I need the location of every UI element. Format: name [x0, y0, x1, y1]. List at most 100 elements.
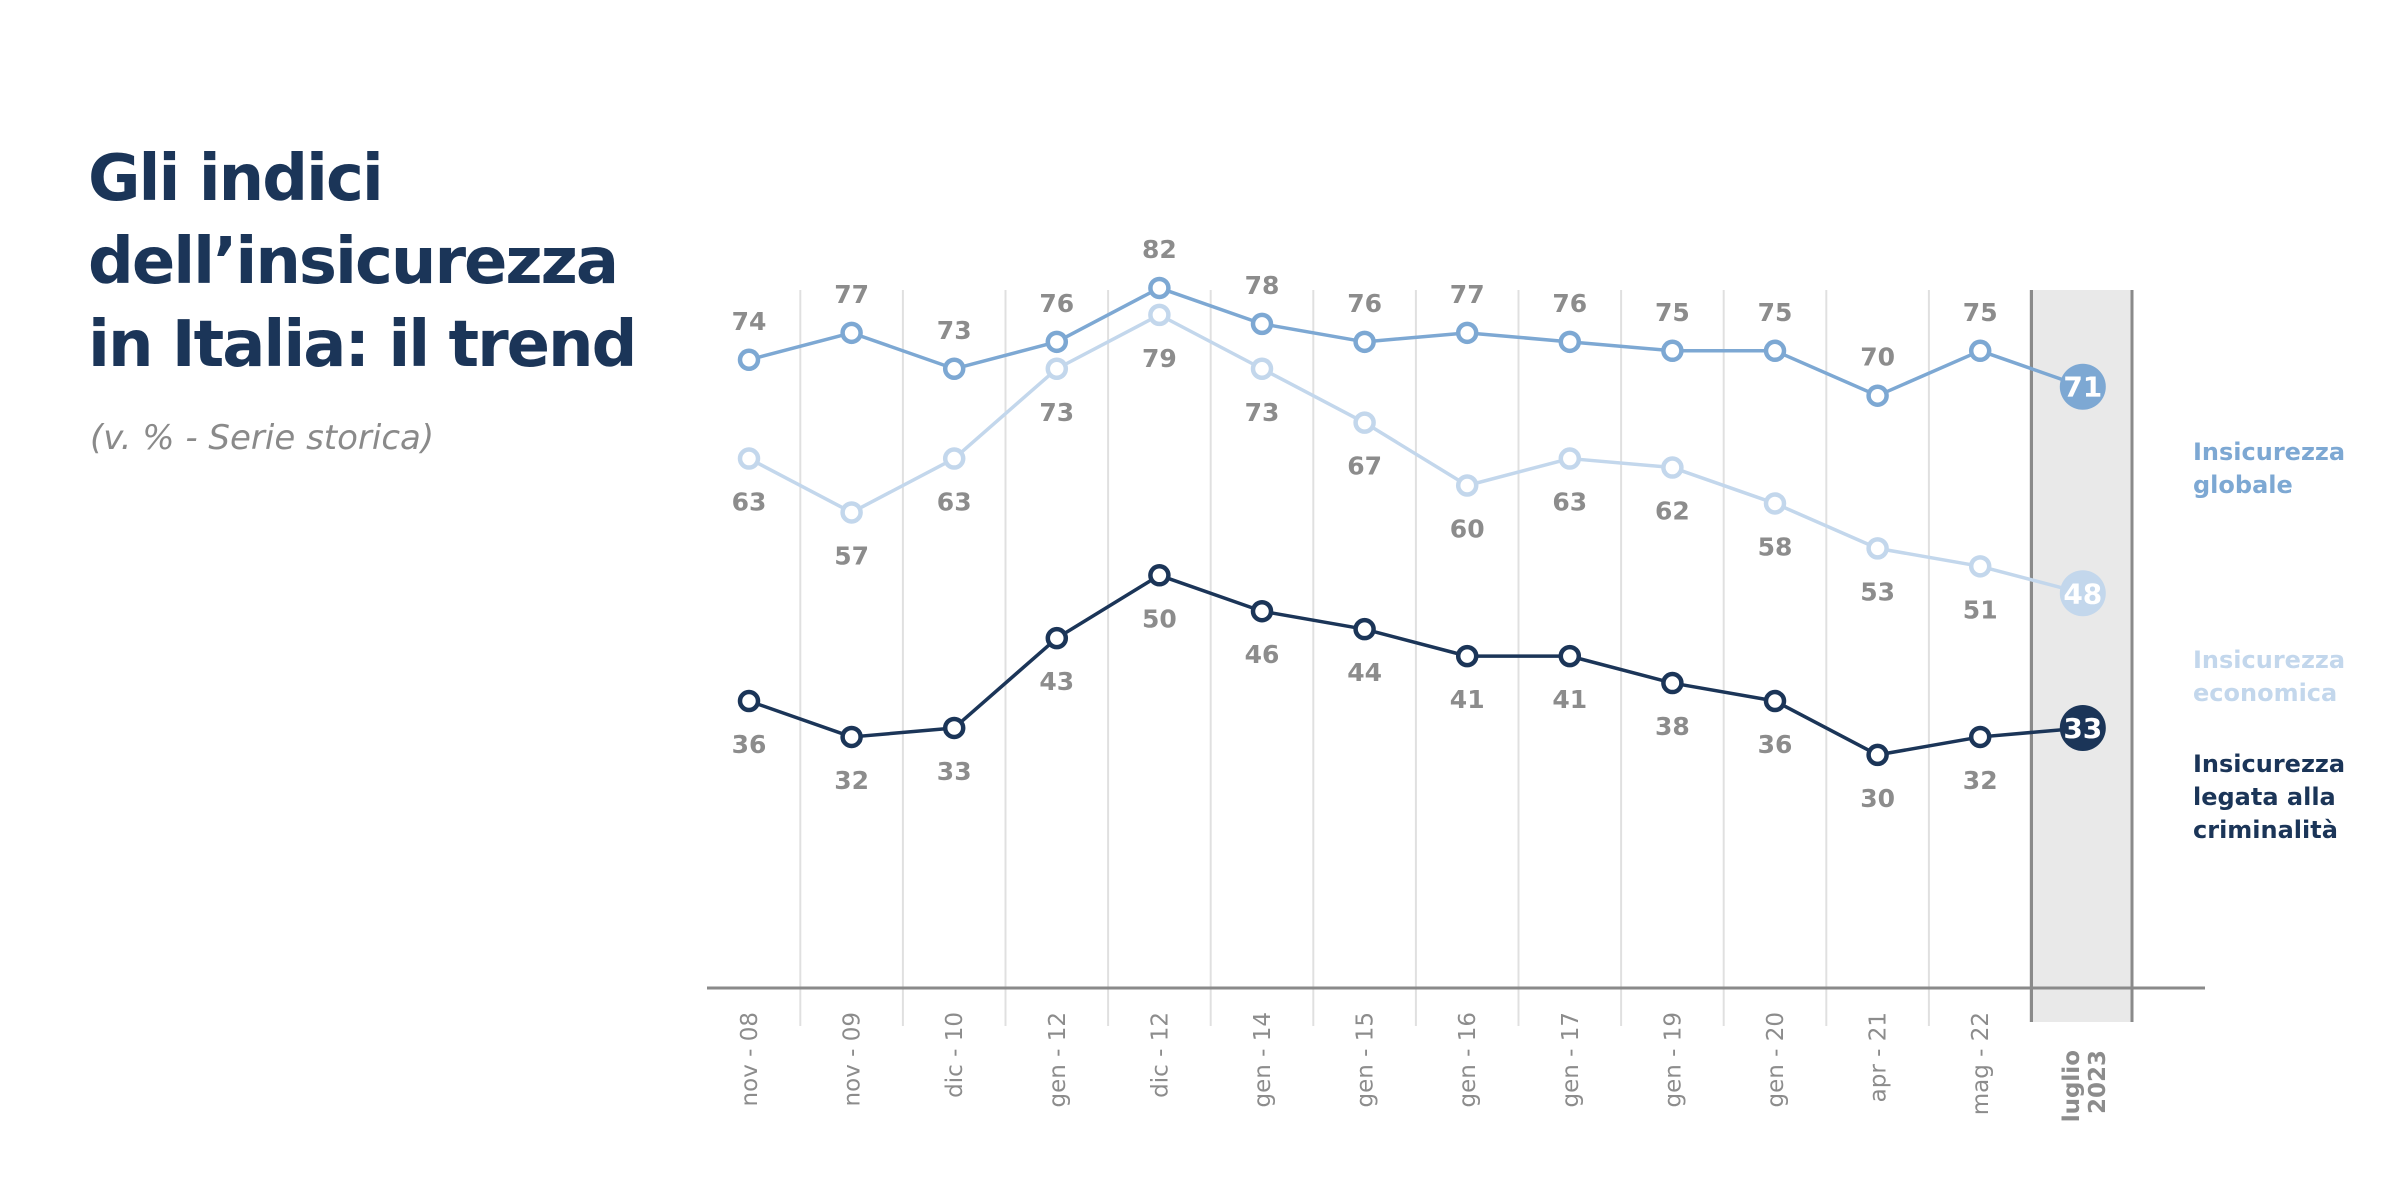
- data-label: 51: [1963, 595, 1998, 624]
- data-point: [1558, 644, 1582, 668]
- data-label: 38: [1655, 712, 1690, 741]
- data-point: [1250, 599, 1274, 623]
- legend-label: Insicurezza economica: [2193, 646, 2345, 707]
- data-point: [1353, 617, 1376, 641]
- data-label: 63: [1552, 488, 1587, 517]
- x-tick-label: nov - 08: [737, 1012, 763, 1106]
- data-label: 82: [1142, 235, 1177, 264]
- data-label: 36: [1758, 730, 1793, 759]
- x-tick-label: dic - 12: [1147, 1012, 1173, 1098]
- data-label: 60: [1450, 515, 1485, 544]
- data-label: 73: [1245, 398, 1280, 427]
- data-point: [1763, 492, 1787, 515]
- data-point: [1148, 303, 1171, 327]
- title-line: dell’insicurezza: [88, 225, 619, 299]
- data-point: [1558, 330, 1582, 354]
- data-point: [737, 689, 761, 713]
- data-point: [1148, 276, 1171, 300]
- end-value-label: 71: [2063, 371, 2102, 404]
- data-label: 63: [937, 488, 972, 517]
- data-point: [1661, 339, 1684, 363]
- x-tick-label: luglio2023: [2059, 1050, 2111, 1122]
- data-label: 53: [1860, 577, 1895, 606]
- end-value-label: 48: [2063, 577, 2102, 610]
- x-tick-label-highlight: luglio2023: [2059, 1050, 2111, 1122]
- legend-label-line: Insicurezza: [2193, 438, 2345, 466]
- data-label: 73: [1039, 398, 1074, 427]
- x-tick-label: gen - 19: [1660, 1012, 1686, 1108]
- x-tick-label: gen - 12: [1045, 1012, 1071, 1108]
- data-label: 76: [1347, 289, 1382, 318]
- legend-label-line: globale: [2193, 471, 2293, 499]
- data-label: 75: [1655, 298, 1690, 327]
- data-point: [1353, 411, 1376, 434]
- data-label: 44: [1347, 658, 1382, 687]
- x-tick-label: gen - 14: [1250, 1012, 1276, 1108]
- data-point: [1045, 626, 1069, 650]
- data-label: 79: [1142, 344, 1177, 373]
- data-point: [1455, 474, 1479, 497]
- title-line: Gli indici: [88, 142, 384, 216]
- data-label: 77: [1450, 280, 1485, 309]
- data-label: 74: [732, 307, 767, 336]
- data-label: 67: [1347, 452, 1382, 481]
- data-label: 41: [1450, 685, 1485, 714]
- data-label: 76: [1039, 289, 1074, 318]
- x-tick-label: gen - 16: [1455, 1012, 1481, 1108]
- data-point: [1866, 743, 1889, 767]
- highlight-band: [2029, 290, 2132, 1022]
- data-label: 46: [1245, 640, 1280, 669]
- legend-label-line: Insicurezza: [2193, 646, 2345, 674]
- data-point: [1045, 357, 1069, 381]
- end-value-marker: [2059, 570, 2106, 617]
- series-line: [748, 313, 2084, 595]
- end-value-label: 33: [2063, 712, 2102, 745]
- data-point: [1866, 384, 1889, 407]
- data-point: [1148, 564, 1171, 587]
- x-tick-label: dic - 10: [942, 1012, 968, 1098]
- data-label: 43: [1039, 667, 1074, 696]
- data-point: [1968, 725, 1992, 749]
- data-label: 75: [1758, 298, 1793, 327]
- x-tick-label-line: luglio: [2059, 1050, 2085, 1122]
- data-point: [942, 447, 966, 470]
- data-point: [737, 447, 761, 470]
- data-label: 76: [1552, 289, 1587, 318]
- data-point: [1045, 330, 1069, 354]
- x-tick-label: mag - 22: [1968, 1012, 1994, 1115]
- data-point: [1763, 339, 1787, 363]
- x-tick-label: gen - 15: [1353, 1012, 1379, 1108]
- data-point: [737, 348, 761, 372]
- data-label: 70: [1860, 343, 1895, 372]
- series-line: [748, 286, 2084, 398]
- legend-label-line: Insicurezza: [2193, 750, 2345, 778]
- data-label: 57: [834, 541, 869, 570]
- data-point: [1455, 644, 1479, 668]
- title-line: in Italia: il trend: [88, 308, 637, 382]
- series-line: [748, 573, 2083, 757]
- data-point: [840, 501, 863, 524]
- data-point: [1455, 321, 1479, 345]
- data-label: 75: [1963, 298, 1998, 327]
- x-tick-label: nov - 09: [840, 1012, 866, 1106]
- data-point: [1661, 456, 1684, 479]
- data-label: 78: [1245, 271, 1280, 300]
- data-point: [942, 716, 966, 740]
- x-tick-label: apr - 21: [1866, 1012, 1892, 1102]
- data-point: [840, 725, 863, 749]
- legend-label: Insicurezza globale: [2193, 438, 2345, 499]
- data-point: [1250, 312, 1274, 336]
- legend-label: Insicurezza legata alla criminalità: [2193, 750, 2345, 844]
- data-label: 30: [1860, 784, 1895, 813]
- x-tick-label: gen - 20: [1763, 1012, 1789, 1108]
- data-label: 32: [1963, 766, 1998, 795]
- data-label: 58: [1758, 532, 1793, 561]
- end-value-marker: [2059, 704, 2106, 751]
- page-title: Gli indici dell’insicurezza in Italia: i…: [88, 138, 648, 387]
- data-point: [1968, 555, 1992, 578]
- data-point: [1558, 447, 1582, 470]
- legend-label-line: economica: [2193, 679, 2337, 707]
- data-point: [840, 321, 863, 345]
- data-label: 73: [937, 316, 972, 345]
